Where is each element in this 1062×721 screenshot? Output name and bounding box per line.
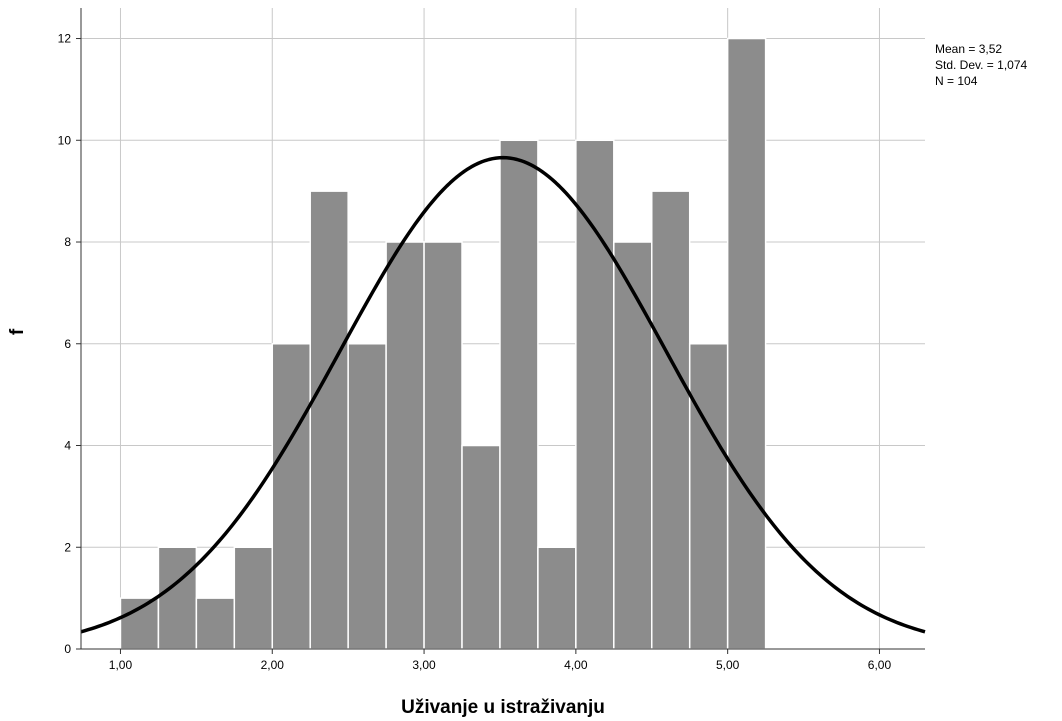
y-tick-label-0: 0 [64, 642, 71, 656]
y-tick-label-5: 10 [58, 133, 72, 147]
histogram-bar-11 [537, 546, 577, 650]
y-tick-label-4: 8 [64, 235, 71, 249]
histogram-bar-12 [575, 139, 615, 650]
histogram-bar-10 [499, 139, 539, 650]
histogram-bar-4 [271, 343, 311, 650]
histogram-bar-9 [461, 444, 501, 650]
stats-box: Mean = 3,52 Std. Dev. = 1,074 N = 104 [935, 42, 1027, 88]
y-tick-label-1: 2 [64, 540, 71, 554]
x-tick-label-5: 6,00 [868, 658, 892, 672]
x-tick-label-0: 1,00 [109, 658, 133, 672]
histogram-bar-6 [347, 343, 387, 650]
histogram-bar-16 [726, 37, 767, 650]
histogram-bars [119, 37, 767, 650]
y-tick-label-6: 12 [58, 32, 72, 46]
histogram-bar-15 [688, 343, 729, 650]
histogram-bar-8 [423, 241, 463, 650]
histogram-bar-2 [195, 597, 236, 650]
x-tick-label-3: 4,00 [564, 658, 588, 672]
histogram-bar-5 [309, 190, 349, 650]
histogram-bar-7 [385, 241, 425, 650]
stats-n: N = 104 [935, 74, 978, 88]
y-tick-label-3: 6 [64, 337, 71, 351]
stats-std-dev: Std. Dev. = 1,074 [935, 58, 1027, 72]
y-tick-label-2: 4 [64, 439, 71, 453]
axes [80, 8, 925, 650]
histogram-bar-14 [651, 190, 691, 650]
y-axis-ticks: 0 2 4 6 8 10 12 [58, 32, 81, 656]
normal-curve [80, 155, 926, 634]
x-axis-title: Uživanje u istraživanju [401, 697, 605, 718]
stats-mean: Mean = 3,52 [935, 42, 1002, 56]
histogram-bar-1 [157, 546, 198, 650]
histogram-bar-0 [119, 597, 160, 650]
x-tick-label-4: 5,00 [716, 658, 740, 672]
x-tick-label-1: 2,00 [261, 658, 285, 672]
x-tick-label-2: 3,00 [412, 658, 436, 672]
histogram-bar-13 [613, 241, 653, 650]
y-axis-title: f [7, 328, 28, 335]
histogram-bar-3 [233, 546, 274, 650]
x-axis-ticks: 1,00 2,00 3,00 4,00 5,00 6,00 [109, 649, 892, 672]
